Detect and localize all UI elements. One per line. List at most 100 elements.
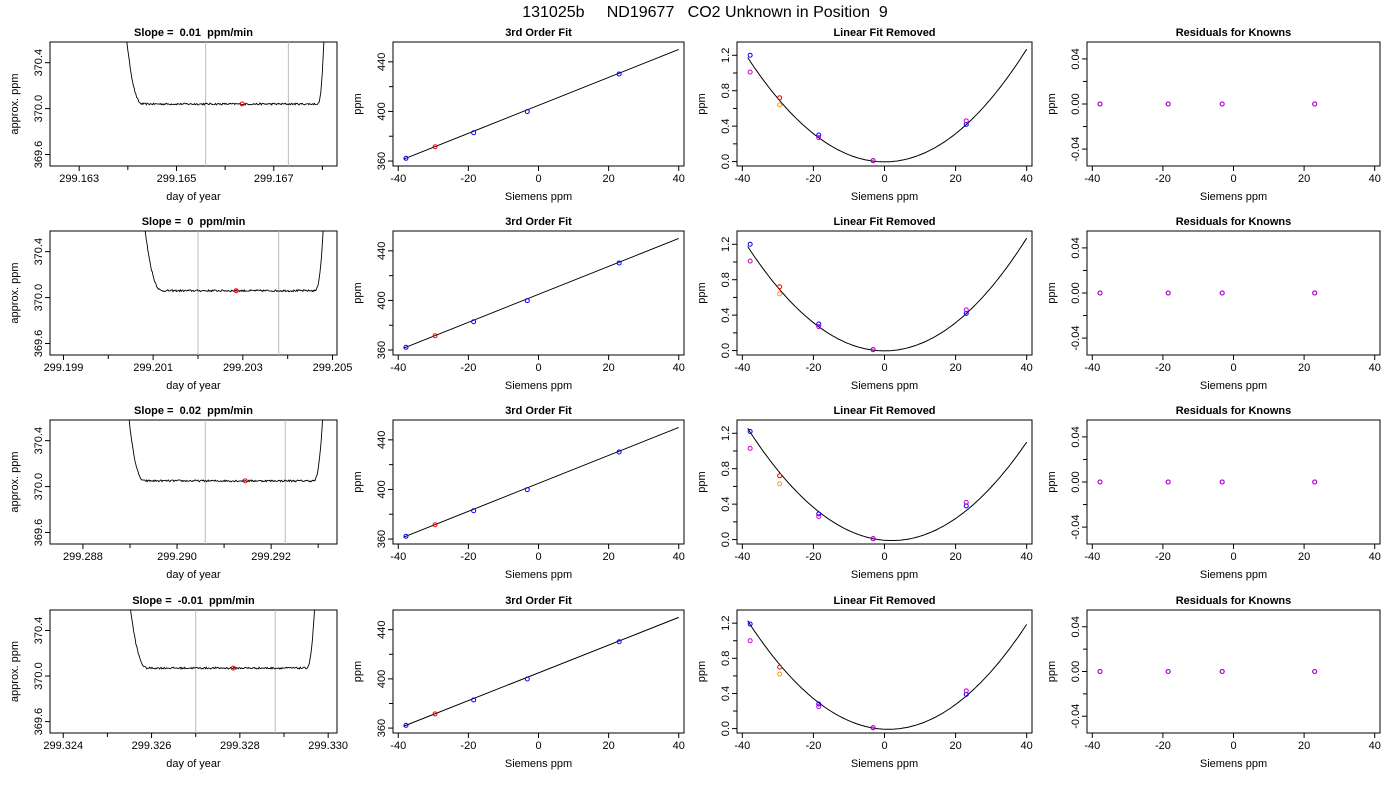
data-point [747, 258, 753, 264]
panel-title: Residuals for Knowns [1176, 27, 1292, 39]
data-point [403, 155, 409, 161]
data-point [1312, 101, 1318, 107]
data-point [777, 291, 783, 297]
panel-title: Linear Fit Removed [833, 405, 935, 417]
x-tick-label: 299.205 [313, 362, 353, 374]
data-point [616, 449, 622, 455]
x-tick-label: 40 [673, 551, 685, 563]
data-point [777, 664, 783, 670]
x-tick-label: 20 [949, 362, 961, 374]
fit-line [403, 237, 679, 349]
y-tick-label: 0.4 [720, 686, 732, 701]
plot-frame [49, 41, 338, 167]
y-tick-label: 360 [376, 719, 388, 737]
y-tick-label: 0.8 [720, 461, 732, 476]
y-tick-label: 400 [376, 102, 388, 120]
y-axis-label: approx. ppm [9, 641, 21, 702]
panel-time-series-row2: Slope = 0 ppm/min 299.199 299.201 299.203 29… [9, 216, 353, 392]
data-point [747, 445, 753, 451]
data-point [1219, 479, 1225, 485]
data-point [816, 135, 822, 141]
x-tick-label: -40 [390, 740, 406, 752]
x-tick-label: -20 [460, 740, 476, 752]
x-tick-label: -20 [460, 173, 476, 185]
data-point [1312, 290, 1318, 296]
panel-title: Linear Fit Removed [833, 216, 935, 228]
data-point [777, 95, 783, 101]
panel-title: 3rd Order Fit [505, 405, 572, 417]
data-trace [144, 231, 324, 293]
y-axis-label: ppm [352, 471, 364, 492]
y-tick-label: 440 [376, 53, 388, 71]
y-axis-label: ppm [696, 93, 708, 114]
x-tick-label: 40 [673, 173, 685, 185]
x-tick-label: 40 [1369, 173, 1381, 185]
x-axis-label: day of year [166, 569, 221, 581]
panel-time-series-row1: Slope = 0.01 ppm/min 299.163 299.165 299.16… [9, 27, 338, 203]
x-tick-label: 0 [881, 740, 887, 752]
plot-frame [1086, 419, 1381, 545]
data-point [1097, 101, 1103, 107]
y-axis-label: ppm [1046, 93, 1058, 114]
x-axis-label: Siemens ppm [851, 569, 918, 581]
panel-time-series-row3: Slope = 0.02 ppm/min 299.288 299.290 299.29… [9, 405, 338, 581]
plot-area [126, 42, 325, 166]
panel-third-order-fit-row3: 3rd Order Fit -40 -20 0 20 40 360 400 440 Siemens… [352, 405, 685, 581]
data-point [432, 711, 438, 717]
x-axis-label: Siemens ppm [1200, 380, 1267, 392]
x-tick-label: -40 [390, 551, 406, 563]
plot-frame [1086, 609, 1381, 734]
x-tick-label: 299.165 [157, 173, 197, 185]
x-axis-label: day of year [166, 758, 221, 770]
y-tick-label: 370.4 [33, 49, 45, 77]
y-tick-label: 440 [376, 431, 388, 449]
sample-marker [239, 101, 245, 107]
plot-area [128, 420, 323, 544]
data-point [471, 697, 477, 703]
x-tick-label: -40 [390, 173, 406, 185]
y-tick-label: 0.04 [1070, 48, 1082, 69]
x-tick-label: 299.324 [43, 740, 83, 752]
y-axis-label: ppm [352, 661, 364, 682]
plot-frame [736, 609, 1033, 734]
data-point [403, 344, 409, 350]
y-tick-label: 0.04 [1070, 616, 1082, 637]
y-tick-label: 1.2 [720, 426, 732, 441]
x-tick-label: 40 [1021, 362, 1033, 374]
y-tick-label: -0.04 [1070, 137, 1082, 162]
data-point [403, 533, 409, 539]
x-tick-label: 0 [535, 551, 541, 563]
y-tick-label: 370.0 [33, 473, 45, 501]
data-point [816, 514, 822, 520]
x-tick-label: 40 [1021, 173, 1033, 185]
data-point [524, 487, 530, 493]
y-tick-label: 0.00 [1070, 93, 1082, 114]
sample-marker [230, 665, 236, 671]
x-tick-label: 299.288 [63, 551, 103, 563]
fit-curve [747, 428, 1028, 541]
data-trace [126, 42, 325, 106]
panel-third-order-fit-row2: 3rd Order Fit -40 -20 0 20 40 360 400 440 Siemens… [352, 216, 685, 392]
x-tick-label: 0 [1230, 551, 1236, 563]
x-tick-label: 0 [1230, 362, 1236, 374]
panel-title: Slope = 0 ppm/min [142, 216, 246, 228]
x-tick-label: 299.203 [223, 362, 263, 374]
data-point [432, 144, 438, 150]
plot-frame [49, 230, 338, 356]
data-point [1097, 669, 1103, 674]
plot-area [403, 426, 679, 539]
x-tick-label: 299.290 [157, 551, 197, 563]
plot-area [1097, 479, 1318, 485]
panel-residuals-row2: Residuals for Knowns -40 -20 0 20 40 -0.04 0.00… [1046, 216, 1381, 392]
x-tick-label: 40 [1021, 551, 1033, 563]
y-tick-label: 400 [376, 480, 388, 498]
data-point [870, 536, 876, 542]
y-axis-label: approx. ppm [9, 451, 21, 512]
x-tick-label: 20 [949, 551, 961, 563]
panel-linear-fit-removed-row1: Linear Fit Removed -40 -20 0 20 40 0.0 0.4 0.8 1.… [696, 27, 1033, 203]
y-tick-label: 0.0 [720, 343, 732, 358]
x-tick-label: 40 [1021, 740, 1033, 752]
x-tick-label: -20 [1155, 740, 1171, 752]
data-point [524, 109, 530, 115]
